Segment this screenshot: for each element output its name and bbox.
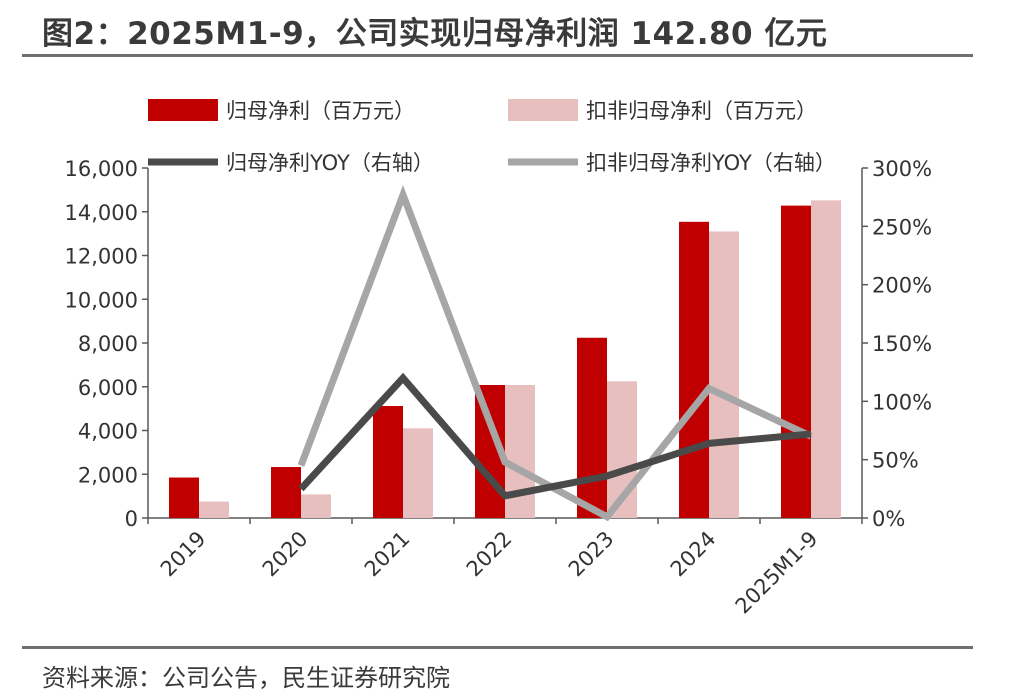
source-note: 资料来源：公司公告，民生证券研究院 — [42, 664, 450, 692]
bar-deducted-net-profit — [811, 200, 841, 518]
x-tick-label: 2025M1-9 — [731, 527, 823, 619]
right-axis-tick-label: 150% — [872, 332, 932, 356]
lines — [297, 184, 813, 522]
bar-net-profit — [679, 221, 709, 518]
left-axis-tick-label: 10,000 — [65, 288, 138, 312]
left-axis-tick-label: 0 — [125, 507, 138, 531]
left-axis-tick-label: 4,000 — [78, 420, 138, 444]
bar-deducted-net-profit — [199, 501, 229, 518]
right-axis-tick-label: 300% — [872, 157, 932, 181]
bar-net-profit — [271, 467, 301, 518]
legend: 归母净利（百万元） 扣非归母净利（百万元） 归母净利YOY（右轴） 扣非归母净利YOY… — [148, 99, 836, 175]
bar-net-profit — [169, 477, 199, 518]
footer-rule — [22, 646, 973, 649]
right-axis-tick-label: 50% — [872, 449, 919, 473]
legend-net-profit-swatch — [148, 99, 218, 121]
line-net-profit-yoy — [298, 372, 812, 500]
legend-deducted-net-profit-swatch — [508, 99, 578, 121]
legend-deducted-net-profit-yoy-label: 扣非归母净利YOY（右轴） — [586, 151, 836, 175]
chart-title: 图2：2025M1-9，公司实现归母净利润 142.80 亿元 — [42, 16, 828, 52]
bar-deducted-net-profit — [301, 494, 331, 518]
bars — [169, 200, 841, 518]
left-axis-tick-label: 2,000 — [78, 463, 138, 487]
right-axis-tick-label: 200% — [872, 274, 932, 298]
right-axis-tick-label: 0% — [872, 507, 905, 531]
x-tick-labels: 2019 2020 2021 2022 2023 2024 2025M1-9 — [156, 527, 823, 619]
right-axis-tick-label: 100% — [872, 390, 932, 414]
x-tick-label: 2024 — [666, 527, 721, 582]
legend-net-profit-yoy-label: 归母净利YOY（右轴） — [226, 151, 434, 175]
bar-net-profit — [781, 205, 811, 518]
left-axis-tick-label: 12,000 — [65, 245, 138, 269]
left-axis-tick-label: 8,000 — [78, 332, 138, 356]
legend-deducted-net-profit-label: 扣非归母净利（百万元） — [586, 99, 817, 123]
bar-deducted-net-profit — [403, 428, 433, 518]
bar-net-profit — [577, 337, 607, 518]
right-axis-tick-label: 250% — [872, 215, 932, 239]
axes: 0 2,000 4,000 6,000 8,000 10,000 12,000 14,000 1… — [65, 157, 933, 531]
left-axis-tick-label: 6,000 — [78, 376, 138, 400]
left-axis-tick-label: 16,000 — [65, 157, 138, 181]
legend-net-profit-label: 归母净利（百万元） — [226, 99, 415, 123]
bar-net-profit — [373, 406, 403, 518]
x-tick-label: 2019 — [156, 527, 211, 582]
bar-deducted-net-profit — [709, 231, 739, 518]
x-tick-label: 2020 — [258, 527, 313, 582]
x-tick-label: 2021 — [360, 527, 415, 582]
left-axis-tick-label: 14,000 — [65, 201, 138, 225]
x-tick-label: 2023 — [564, 527, 619, 582]
title-rule — [22, 54, 973, 57]
x-tick-label: 2022 — [462, 527, 517, 582]
